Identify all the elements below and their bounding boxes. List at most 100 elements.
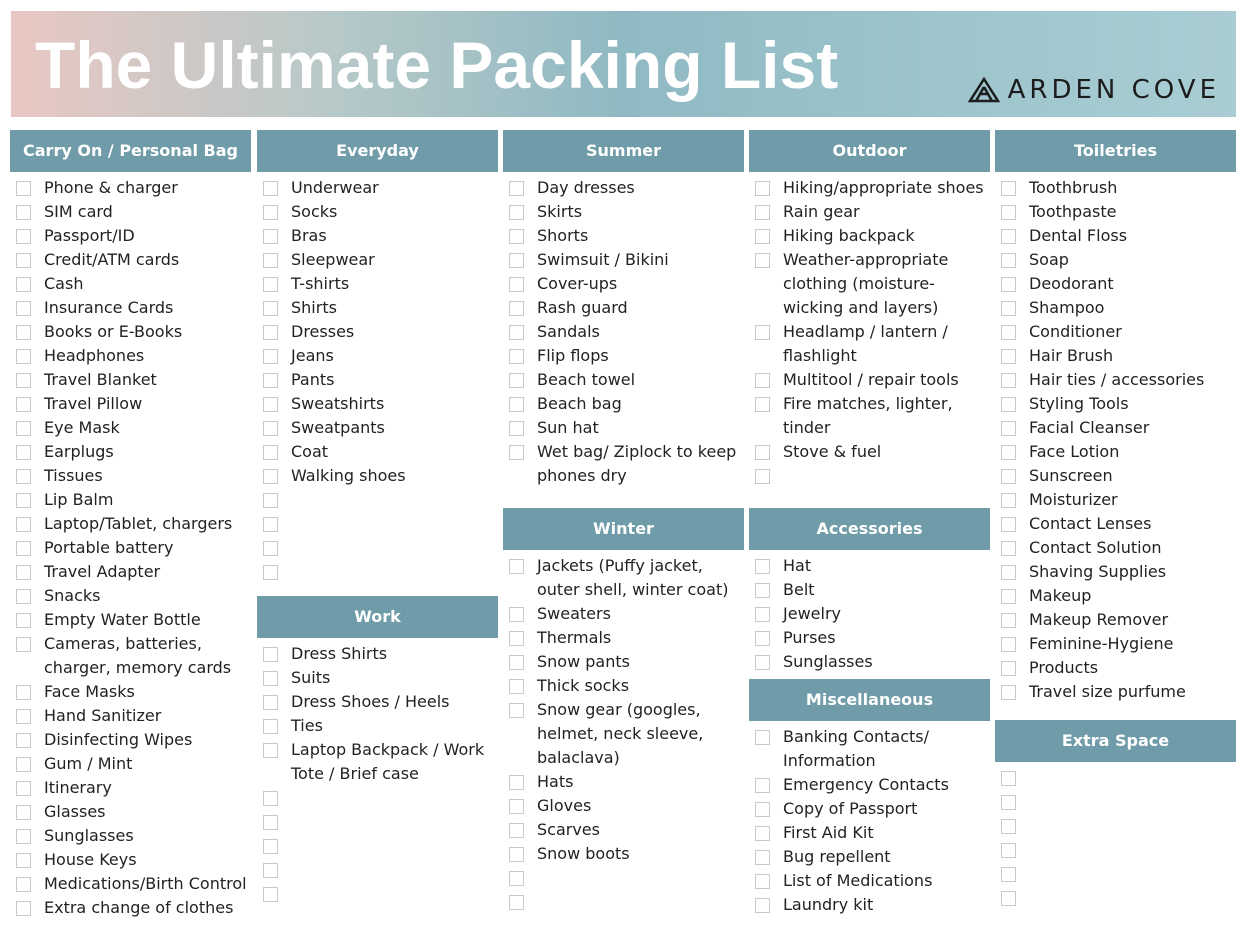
checkbox[interactable] [263, 565, 278, 580]
checkbox[interactable] [1001, 613, 1016, 628]
checkbox[interactable] [509, 205, 524, 220]
checkbox[interactable] [509, 229, 524, 244]
checkbox[interactable] [263, 719, 278, 734]
checkbox[interactable] [509, 253, 524, 268]
checkbox[interactable] [16, 277, 31, 292]
checkbox[interactable] [16, 589, 31, 604]
checkbox[interactable] [1001, 771, 1016, 786]
checkbox[interactable] [755, 397, 770, 412]
checkbox[interactable] [509, 679, 524, 694]
checkbox[interactable] [1001, 493, 1016, 508]
checkbox[interactable] [263, 253, 278, 268]
checkbox[interactable] [509, 775, 524, 790]
checkbox[interactable] [263, 647, 278, 662]
checkbox[interactable] [509, 373, 524, 388]
checkbox[interactable] [16, 757, 31, 772]
checkbox[interactable] [1001, 685, 1016, 700]
checkbox[interactable] [1001, 349, 1016, 364]
checkbox[interactable] [1001, 661, 1016, 676]
checkbox[interactable] [509, 895, 524, 910]
checkbox[interactable] [1001, 421, 1016, 436]
checkbox[interactable] [755, 631, 770, 646]
checkbox[interactable] [263, 301, 278, 316]
checkbox[interactable] [755, 559, 770, 574]
checkbox[interactable] [1001, 301, 1016, 316]
checkbox[interactable] [1001, 373, 1016, 388]
checkbox[interactable] [509, 325, 524, 340]
checkbox[interactable] [755, 730, 770, 745]
checkbox[interactable] [1001, 565, 1016, 580]
checkbox[interactable] [509, 847, 524, 862]
checkbox[interactable] [263, 205, 278, 220]
checkbox[interactable] [263, 863, 278, 878]
checkbox[interactable] [263, 373, 278, 388]
checkbox[interactable] [263, 181, 278, 196]
checkbox[interactable] [263, 421, 278, 436]
checkbox[interactable] [755, 325, 770, 340]
checkbox[interactable] [1001, 277, 1016, 292]
checkbox[interactable] [263, 229, 278, 244]
checkbox[interactable] [509, 799, 524, 814]
checkbox[interactable] [16, 733, 31, 748]
checkbox[interactable] [509, 607, 524, 622]
checkbox[interactable] [509, 349, 524, 364]
checkbox[interactable] [16, 901, 31, 916]
checkbox[interactable] [16, 637, 31, 652]
checkbox[interactable] [755, 850, 770, 865]
checkbox[interactable] [755, 898, 770, 913]
checkbox[interactable] [16, 181, 31, 196]
checkbox[interactable] [16, 853, 31, 868]
checkbox[interactable] [263, 469, 278, 484]
checkbox[interactable] [1001, 181, 1016, 196]
checkbox[interactable] [509, 631, 524, 646]
checkbox[interactable] [755, 373, 770, 388]
checkbox[interactable] [755, 445, 770, 460]
checkbox[interactable] [755, 469, 770, 484]
checkbox[interactable] [755, 607, 770, 622]
checkbox[interactable] [509, 445, 524, 460]
checkbox[interactable] [16, 829, 31, 844]
checkbox[interactable] [16, 613, 31, 628]
checkbox[interactable] [509, 301, 524, 316]
checkbox[interactable] [509, 421, 524, 436]
checkbox[interactable] [16, 517, 31, 532]
checkbox[interactable] [16, 349, 31, 364]
checkbox[interactable] [1001, 205, 1016, 220]
checkbox[interactable] [755, 583, 770, 598]
checkbox[interactable] [1001, 325, 1016, 340]
checkbox[interactable] [263, 517, 278, 532]
checkbox[interactable] [263, 445, 278, 460]
checkbox[interactable] [16, 397, 31, 412]
checkbox[interactable] [1001, 445, 1016, 460]
checkbox[interactable] [755, 229, 770, 244]
checkbox[interactable] [263, 887, 278, 902]
checkbox[interactable] [509, 823, 524, 838]
checkbox[interactable] [755, 802, 770, 817]
checkbox[interactable] [755, 655, 770, 670]
checkbox[interactable] [263, 791, 278, 806]
checkbox[interactable] [16, 805, 31, 820]
checkbox[interactable] [1001, 637, 1016, 652]
checkbox[interactable] [1001, 253, 1016, 268]
checkbox[interactable] [1001, 541, 1016, 556]
checkbox[interactable] [16, 325, 31, 340]
checkbox[interactable] [755, 874, 770, 889]
checkbox[interactable] [16, 469, 31, 484]
checkbox[interactable] [1001, 229, 1016, 244]
checkbox[interactable] [755, 181, 770, 196]
checkbox[interactable] [755, 778, 770, 793]
checkbox[interactable] [263, 349, 278, 364]
checkbox[interactable] [263, 493, 278, 508]
checkbox[interactable] [1001, 819, 1016, 834]
checkbox[interactable] [16, 781, 31, 796]
checkbox[interactable] [16, 709, 31, 724]
checkbox[interactable] [509, 871, 524, 886]
checkbox[interactable] [263, 839, 278, 854]
checkbox[interactable] [263, 397, 278, 412]
checkbox[interactable] [755, 253, 770, 268]
checkbox[interactable] [16, 445, 31, 460]
checkbox[interactable] [16, 253, 31, 268]
checkbox[interactable] [509, 559, 524, 574]
checkbox[interactable] [263, 277, 278, 292]
checkbox[interactable] [16, 373, 31, 388]
